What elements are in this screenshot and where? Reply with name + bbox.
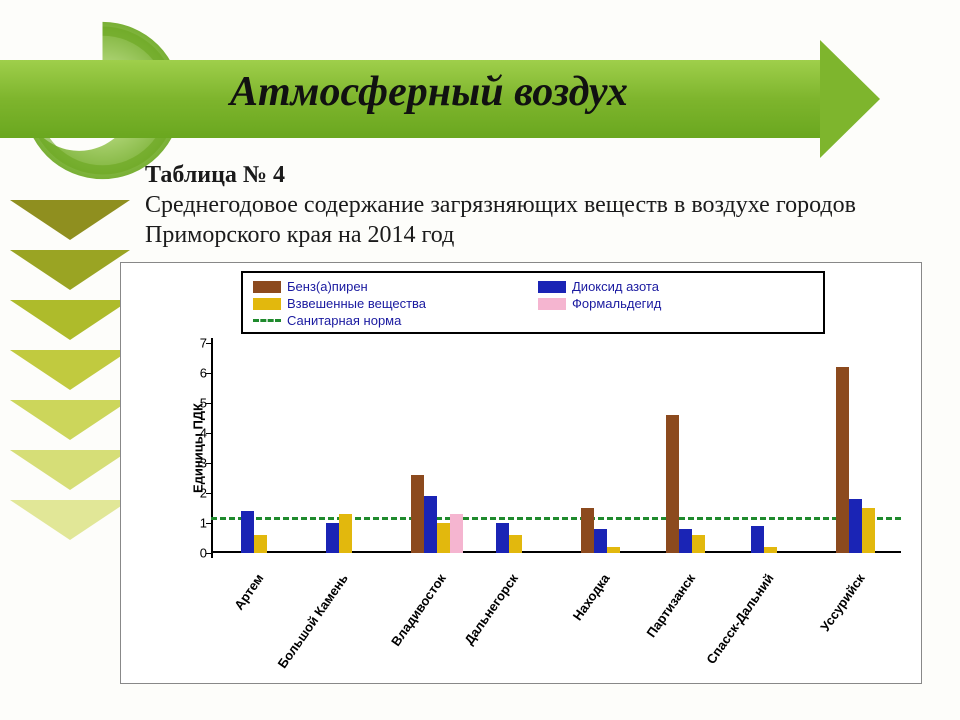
legend-label: Диоксид азота	[572, 279, 659, 294]
bar	[594, 529, 607, 553]
x-tick-label: Владивосток	[388, 571, 449, 649]
slide-title: Атмосферный воздух	[230, 68, 628, 116]
chart-container: Бенз(а)пирен Диоксид азота Взвешенные веще…	[120, 262, 922, 684]
y-tick-label: 4	[189, 426, 207, 441]
legend-item: Диоксид азота	[538, 279, 813, 294]
bar	[509, 535, 522, 553]
bar-group: Владивосток	[411, 343, 471, 553]
y-tick-label: 2	[189, 486, 207, 501]
bar	[411, 475, 424, 553]
legend-swatch	[538, 298, 566, 310]
y-tick-label: 7	[189, 336, 207, 351]
x-tick-label: Артем	[231, 571, 266, 613]
caption-label: Таблица № 4	[145, 162, 285, 188]
bar	[254, 535, 267, 553]
x-tick-label: Большой Камень	[275, 571, 351, 671]
x-tick-label: Дальнегорск	[462, 571, 522, 647]
x-tick-label: Находка	[570, 571, 613, 623]
legend-item-norm: Санитарная норма	[253, 313, 813, 328]
legend-line-swatch	[253, 319, 281, 322]
x-tick-label: Уссурийск	[817, 571, 867, 634]
chevron-icon	[10, 350, 130, 390]
bar	[450, 514, 463, 553]
chevron-icon	[10, 200, 130, 240]
bar	[581, 508, 594, 553]
bar-group: Спасск-Дальний	[751, 343, 811, 553]
y-axis-title: Единицы ПДК	[191, 403, 206, 493]
bar	[849, 499, 862, 553]
bar	[666, 415, 679, 553]
legend-swatch	[253, 281, 281, 293]
bar	[241, 511, 254, 553]
bar	[862, 508, 875, 553]
legend-item: Бенз(а)пирен	[253, 279, 528, 294]
bar-group: Дальнегорск	[496, 343, 556, 553]
bar	[764, 547, 777, 553]
bar	[339, 514, 352, 553]
chevron-icon	[10, 400, 130, 440]
chevron-icon	[10, 300, 130, 340]
legend-swatch	[253, 298, 281, 310]
bar	[836, 367, 849, 553]
bar-group: Большой Камень	[326, 343, 386, 553]
bar	[692, 535, 705, 553]
bar-group: Артем	[241, 343, 301, 553]
chart-legend: Бенз(а)пирен Диоксид азота Взвешенные веще…	[241, 271, 825, 334]
bar	[326, 523, 339, 553]
y-axis	[211, 338, 213, 558]
bar	[607, 547, 620, 553]
x-tick-label: Спасск-Дальний	[703, 571, 776, 667]
bar	[496, 523, 509, 553]
x-tick-label: Партизанск	[643, 571, 698, 640]
legend-swatch	[538, 281, 566, 293]
legend-label: Бенз(а)пирен	[287, 279, 368, 294]
chevron-icon	[10, 450, 130, 490]
caption-block: Таблица № 4 Среднегодовое содержание заг…	[145, 160, 885, 250]
legend-item: Формальдегид	[538, 296, 813, 311]
bar	[424, 496, 437, 553]
y-tick-label: 1	[189, 516, 207, 531]
y-tick-label: 6	[189, 366, 207, 381]
bar	[437, 523, 450, 553]
title-banner: Атмосферный воздух	[0, 60, 900, 138]
chart-plot: Единицы ПДК 01234567АртемБольшой КаменьВ…	[211, 343, 901, 553]
legend-label: Формальдегид	[572, 296, 661, 311]
y-tick-label: 0	[189, 546, 207, 561]
bar-group: Партизанск	[666, 343, 726, 553]
y-tick-label: 3	[189, 456, 207, 471]
chevron-icon	[10, 250, 130, 290]
caption-text: Среднегодовое содержание загрязняющих ве…	[145, 192, 856, 248]
bar-group: Находка	[581, 343, 641, 553]
legend-label: Санитарная норма	[287, 313, 401, 328]
bar	[751, 526, 764, 553]
legend-item: Взвешенные вещества	[253, 296, 528, 311]
y-tick-label: 5	[189, 396, 207, 411]
chevron-icon	[10, 500, 130, 540]
bar	[679, 529, 692, 553]
bar-group: Уссурийск	[836, 343, 896, 553]
legend-label: Взвешенные вещества	[287, 296, 426, 311]
